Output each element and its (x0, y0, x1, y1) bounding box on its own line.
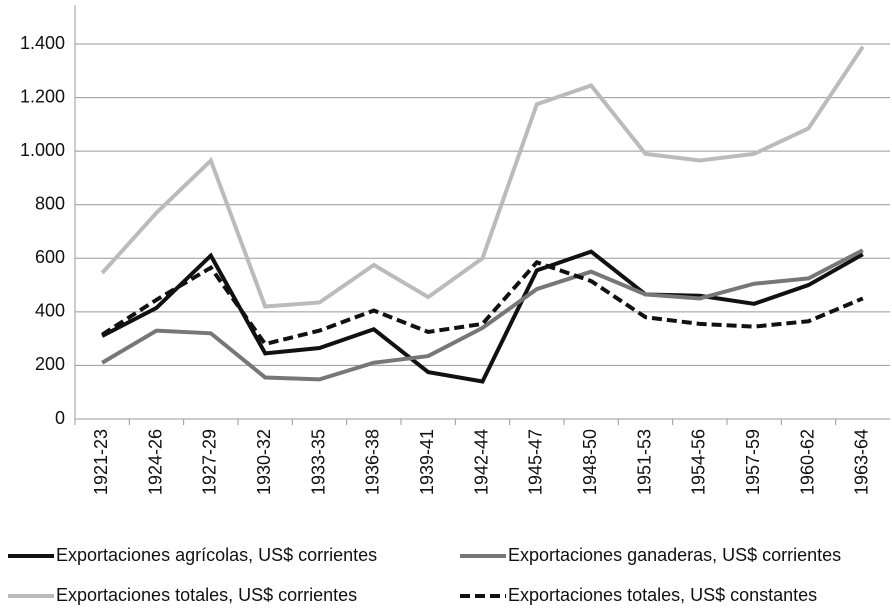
x-tick-label: 1927-29 (200, 429, 220, 495)
x-tick-label: 1957-59 (743, 429, 763, 495)
y-tick-label: 1.000 (20, 140, 65, 160)
series-line (101, 248, 864, 382)
x-tick-label: 1963-64 (852, 429, 872, 495)
x-tick-label: 1948-50 (580, 429, 600, 495)
x-tick-label: 1960-62 (797, 429, 817, 495)
y-tick-label: 0 (55, 408, 65, 428)
y-tick-label: 800 (35, 193, 65, 213)
x-tick-label: 1951-53 (634, 429, 654, 495)
x-tick-label: 1954-56 (689, 429, 709, 495)
series-line (100, 45, 865, 309)
x-tick-label: 1924-26 (145, 429, 165, 495)
legend-label: Exportaciones ganaderas, US$ corrientes (508, 545, 841, 565)
x-tick-label: 1936-38 (363, 429, 383, 495)
y-tick-label: 1.400 (20, 33, 65, 53)
y-tick-label: 200 (35, 354, 65, 374)
y-tick-label: 1.200 (20, 86, 65, 106)
series-line (101, 249, 864, 384)
y-tick-label: 600 (35, 247, 65, 267)
x-tick-label: 1942-44 (471, 429, 491, 495)
x-tick-label: 1939-41 (417, 429, 437, 495)
x-tick-label: 1921-23 (91, 429, 111, 495)
legend-label: Exportaciones totales, US$ corrientes (56, 585, 357, 605)
y-tick-label: 400 (35, 301, 65, 321)
legend-label: Exportaciones totales, US$ constantes (508, 585, 817, 605)
legend-label: Exportaciones agrícolas, US$ corrientes (56, 545, 377, 565)
series-line (101, 259, 864, 347)
x-tick-label: 1933-35 (308, 429, 328, 495)
x-tick-label: 1930-32 (254, 429, 274, 495)
x-tick-label: 1945-47 (526, 429, 546, 495)
